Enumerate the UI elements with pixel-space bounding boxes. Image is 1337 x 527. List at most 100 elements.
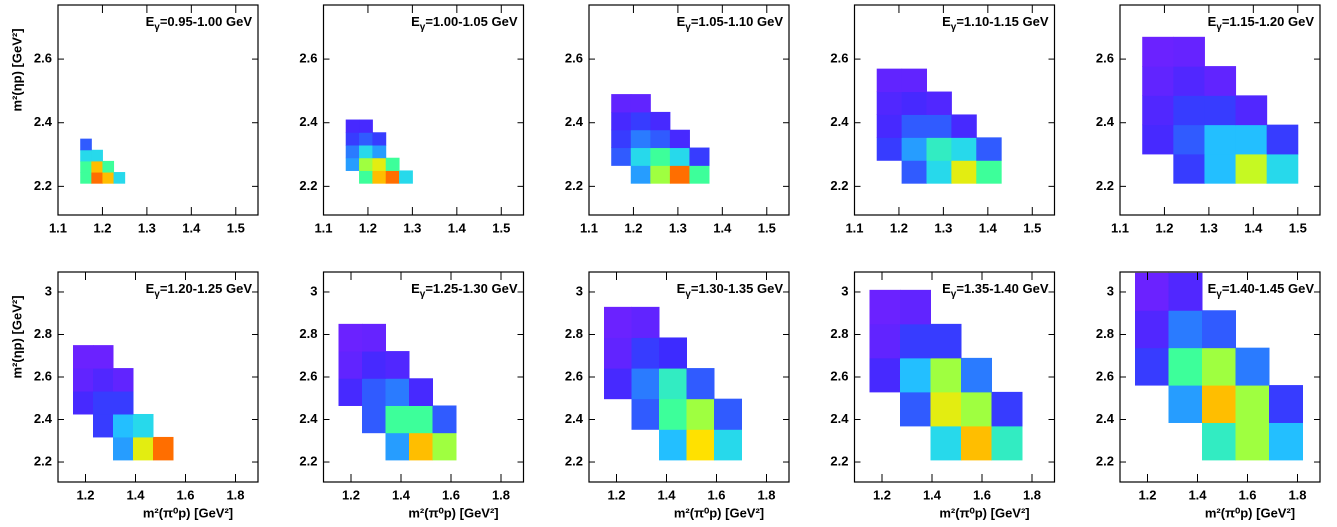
label-subscript: γ: [951, 22, 957, 33]
x-axis-title: m²(π⁰p) [GeV²]: [674, 505, 764, 520]
heatmap-cell: [611, 147, 632, 166]
label-subscript: γ: [1216, 22, 1222, 33]
heatmap-cell: [714, 429, 742, 461]
y-tick-label: 2.6: [1096, 51, 1114, 66]
heatmap-cell: [73, 345, 94, 369]
x-tick-label: 1.1: [49, 220, 67, 235]
heatmap-cell: [951, 137, 977, 161]
panel-label: Eγ=1.15-1.20 GeV: [1208, 14, 1315, 32]
heatmap-cell: [1204, 95, 1237, 126]
y-tick-label: 2.4: [1096, 411, 1115, 426]
x-tick-label: 1.3: [934, 220, 952, 235]
heatmap-cell: [385, 170, 400, 184]
heatmap-cell: [432, 432, 457, 461]
y-tick-label: 2.4: [299, 114, 318, 129]
x-tick-label: 1.6: [973, 487, 991, 502]
label-text: =1.00-1.05 GeV: [425, 14, 517, 29]
y-axis-title: m²(ηp) [GeV²]: [9, 295, 24, 378]
x-axis-title: m²(π⁰p) [GeV²]: [408, 505, 498, 520]
heatmap-cell: [1168, 310, 1203, 349]
plot-frame: [322, 4, 525, 216]
heatmap-cell: [669, 129, 690, 149]
heatmap-cell: [1142, 66, 1174, 96]
heatmap-cell: [1173, 95, 1205, 126]
heatmap-cell: [372, 170, 387, 184]
heatmap-cell: [1173, 124, 1205, 155]
y-tick-label: 2.6: [565, 51, 583, 66]
heatmap-cell: [399, 170, 413, 184]
y-tick-label: 2.6: [565, 368, 583, 383]
heatmap-cell: [1168, 347, 1203, 386]
heatmap-cell: [93, 368, 114, 392]
heatmap-cell: [1266, 124, 1299, 155]
label-subscript: γ: [951, 289, 957, 300]
heatmap-cell: [630, 165, 651, 184]
y-tick-label: 2.6: [1096, 368, 1114, 383]
y-tick-label: 2.2: [1096, 453, 1114, 468]
label-text: =1.30-1.35 GeV: [691, 281, 783, 296]
heatmap-cell: [1135, 347, 1169, 386]
label-symbol: E: [411, 14, 420, 29]
heatmap-cell: [631, 337, 660, 369]
x-tick-label: 1.2: [1155, 220, 1173, 235]
heatmap-cell: [1202, 385, 1236, 423]
heatmap-cell: [113, 413, 134, 438]
heatmap-cell: [659, 337, 687, 369]
x-tick-label: 1.2: [342, 487, 360, 502]
heatmap-cell: [930, 357, 962, 393]
x-tick-label: 1.6: [442, 487, 460, 502]
y-tick-label: 2.4: [34, 411, 53, 426]
heatmap-cell: [631, 398, 660, 430]
heatmap-cell: [876, 91, 903, 115]
y-tick-label: 2.8: [34, 326, 52, 341]
heatmap-cell: [385, 157, 400, 171]
y-tick-label: 3: [310, 283, 317, 298]
x-tick-label: 1.5: [1289, 220, 1307, 235]
heatmap-cell: [80, 149, 92, 162]
x-tick-label: 1.8: [492, 487, 510, 502]
heatmap-cell: [1204, 153, 1237, 184]
x-tick-label: 1.2: [359, 220, 377, 235]
heatmap-cell: [1235, 95, 1268, 126]
y-tick-label: 2.4: [830, 411, 849, 426]
heatmap-cell: [669, 147, 690, 166]
heatmap-cell: [1173, 153, 1205, 184]
x-tick-label: 1.4: [392, 487, 411, 502]
heatmap-cell: [409, 432, 433, 461]
heatmap-cell: [961, 357, 992, 393]
y-tick-label: 2.6: [34, 51, 52, 66]
heatmap-cell: [926, 137, 952, 161]
heatmap-cell: [1142, 36, 1174, 67]
heatmap-cell: [1235, 153, 1268, 184]
panel: 1.2 1.4 1.6 1.8 2.2 2.4 2.6 2.8 3 Eγ=1.30-1.35 Ge…: [565, 271, 790, 520]
heatmap-cell: [385, 405, 410, 434]
plot-frame: [853, 4, 1056, 216]
heatmap-cell: [901, 91, 927, 115]
x-tick-label: 1.6: [1238, 487, 1256, 502]
heatmap-cell: [385, 378, 410, 406]
heatmap-cell: [930, 391, 962, 427]
panel-label: Eγ=1.00-1.05 GeV: [411, 14, 518, 32]
panel-label: Eγ=1.05-1.10 GeV: [677, 14, 784, 32]
y-tick-label: 2.4: [1096, 114, 1115, 129]
heatmap-cell: [650, 129, 671, 149]
panel: 1.1 1.2 1.3 1.4 1.5 2.2 2.4 2.6 Eγ=1.10-1.15 GeV: [830, 4, 1056, 235]
heatmap-cell: [961, 391, 992, 427]
x-tick-label: 1.2: [76, 487, 94, 502]
heatmap-cell: [1173, 36, 1205, 67]
x-tick-label: 1.2: [1138, 487, 1156, 502]
heatmap-cell: [631, 306, 660, 338]
heatmap-cell: [869, 289, 901, 325]
heatmap-cell: [385, 432, 410, 461]
y-tick-label: 2.2: [830, 178, 848, 193]
heatmap-cell: [604, 306, 632, 338]
y-tick-label: 2.8: [1096, 326, 1114, 341]
label-symbol: E: [411, 281, 420, 296]
heatmap-cell: [1202, 422, 1236, 461]
heatmap-cell: [901, 137, 927, 161]
x-tick-label: 1.8: [757, 487, 775, 502]
heatmap-cell: [926, 160, 952, 184]
plot-frame: [588, 4, 790, 216]
y-tick-label: 2.2: [1096, 178, 1114, 193]
